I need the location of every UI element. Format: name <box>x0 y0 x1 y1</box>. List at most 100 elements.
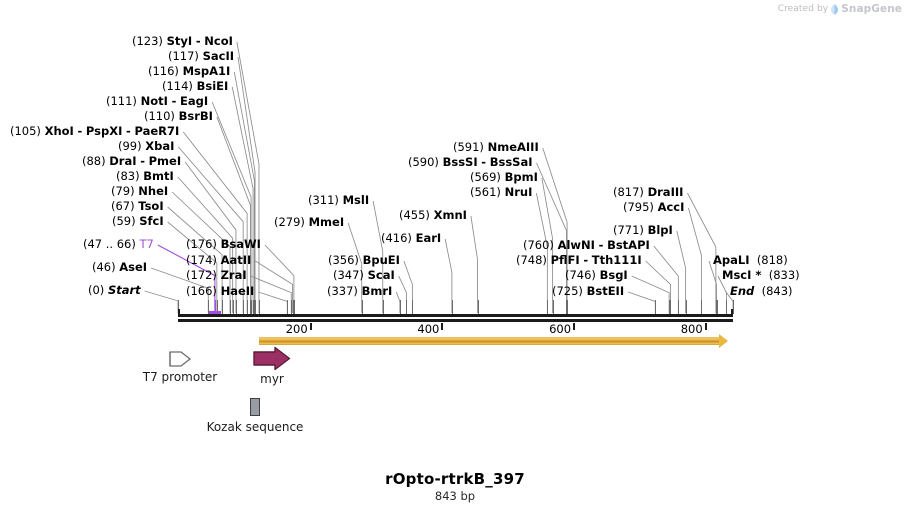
enzyme-label-nhei[interactable]: (79) NheI <box>111 185 168 197</box>
enzyme-label-blpi[interactable]: (771) BlpI <box>613 224 673 236</box>
enzyme-label-tsoi[interactable]: (67) TsoI <box>111 200 164 212</box>
enzyme-label-bpmi[interactable]: (569) BpmI <box>470 171 538 183</box>
watermark-brand: SnapGene <box>841 3 902 15</box>
terminus-label-end[interactable]: End (843) <box>730 285 793 297</box>
enzyme-label-bmri[interactable]: (337) BmrI <box>327 285 392 297</box>
enzyme-label-bmti[interactable]: (83) BmtI <box>116 170 174 182</box>
label-position: (561) <box>470 185 501 199</box>
site-mark <box>477 300 479 314</box>
ruler-tick-label-200: 200 <box>285 322 308 336</box>
enzyme-label-asei[interactable]: (46) AseI <box>92 261 147 273</box>
enzyme-label-xhoi[interactable]: (105) XhoI - PspXI - PaeR7I <box>10 125 179 137</box>
enzyme-label-bsrbi[interactable]: (110) BsrBI <box>144 110 213 122</box>
site-mark <box>701 300 703 314</box>
label-position: (311) <box>308 193 339 207</box>
enzyme-label-sfci[interactable]: (59) SfcI <box>112 215 164 227</box>
site-mark <box>253 300 255 314</box>
site-mark <box>733 300 734 314</box>
label-position: (176) <box>186 237 217 251</box>
enzyme-label-xbai[interactable]: (99) XbaI <box>118 140 174 152</box>
site-mark <box>243 300 245 314</box>
site-mark <box>247 300 249 314</box>
enzyme-label-msli[interactable]: (311) MslI <box>308 194 369 206</box>
label-position: (46) <box>92 260 116 274</box>
site-mark <box>566 300 568 314</box>
enzyme-label-bsiei[interactable]: (114) BsiEI <box>162 80 228 92</box>
site-mark <box>412 300 414 314</box>
label-separator-2: - <box>126 124 131 138</box>
label-position: (748) <box>516 253 547 267</box>
label-name: ScaI <box>367 268 395 282</box>
enzyme-label-draiii[interactable]: (817) DraIII <box>613 186 683 198</box>
enzyme-label-zrai[interactable]: (172) ZraI <box>186 269 247 281</box>
label-position: (114) <box>162 79 193 93</box>
enzyme-label-bsssi[interactable]: (590) BssSI - BssSaI <box>408 156 533 168</box>
label-position: (88) <box>82 154 106 168</box>
terminus-label-apali[interactable]: ApaLI (818) <box>713 254 788 266</box>
label-position: (455) <box>399 208 430 222</box>
site-mark <box>451 300 453 314</box>
label-name: BpuEI <box>362 253 400 267</box>
enzyme-label-mmei[interactable]: (279) MmeI <box>274 216 344 228</box>
enzyme-label-bpuei[interactable]: (356) BpuEI <box>328 254 400 266</box>
enzyme-label-acci[interactable]: (795) AccI <box>623 201 684 213</box>
label-position: (279) <box>274 215 305 229</box>
enzyme-label-nrui[interactable]: (561) NruI <box>470 186 532 198</box>
label-position: (83) <box>116 169 140 183</box>
enzyme-label-styi[interactable]: (123) StyI - NcoI <box>132 35 233 47</box>
label-name: BlpI <box>647 223 673 237</box>
label-separator: - <box>598 238 604 252</box>
label-name: XbaI <box>145 139 175 153</box>
label-position: (99) <box>118 139 142 153</box>
enzyme-label-alwni[interactable]: (760) AlwNI - BstAPI <box>523 239 650 251</box>
leader-line <box>144 290 179 313</box>
enzyme-label-sacii[interactable]: (117) SacII <box>168 50 234 62</box>
enzyme-label-noti[interactable]: (111) NotI - EagI <box>106 95 208 107</box>
sequence-ruler[interactable]: 200 400 600 800 <box>178 300 734 336</box>
feature-myr[interactable]: myr <box>230 346 314 386</box>
label-position: (67) <box>111 199 135 213</box>
enzyme-label-bsawi[interactable]: (176) BsaWI <box>186 238 261 250</box>
enzyme-label-pflfi[interactable]: (748) PflFI - Tth111I <box>516 254 642 266</box>
label-position: (725) <box>552 284 583 298</box>
label-position: (795) <box>623 200 654 214</box>
site-mark <box>292 300 294 314</box>
enzyme-label-eari[interactable]: (416) EarI <box>381 232 441 244</box>
enzyme-label-scai[interactable]: (347) ScaI <box>333 269 395 281</box>
site-mark <box>399 300 401 314</box>
site-mark <box>678 300 680 314</box>
feature-label-kozak: Kozak sequence <box>206 420 304 434</box>
label-name: StyI <box>166 34 193 48</box>
label-name: BssSI <box>442 155 478 169</box>
label-name: BsiEI <box>196 79 229 93</box>
site-mark <box>726 300 728 314</box>
label-name: NruI <box>504 185 533 199</box>
enzyme-label-haeii[interactable]: (166) HaeII <box>186 285 254 297</box>
enzyme-label-nmeaiii[interactable]: (591) NmeAIII <box>453 141 539 153</box>
feature-label-t7-promoter: T7 promoter <box>142 370 218 384</box>
feature-t7-promoter[interactable]: T7 promoter <box>138 348 222 384</box>
site-mark <box>258 300 260 314</box>
label-position: (347) <box>333 268 364 282</box>
enzyme-label-bsgi[interactable]: (746) BsgI <box>565 269 628 281</box>
label-name: AccI <box>657 200 685 214</box>
label-name: AatII <box>220 253 252 267</box>
enzyme-label-t7[interactable]: (47 .. 66) T7 <box>83 238 154 250</box>
enzyme-label-mspa1i[interactable]: (116) MspA1I <box>148 65 230 77</box>
feature-kozak-sequence[interactable]: Kozak sequence <box>204 398 306 434</box>
enzyme-label-start[interactable]: (0) Start <box>88 284 141 296</box>
enzyme-label-bsteii[interactable]: (725) BstEII <box>552 285 624 297</box>
label-separator: - <box>140 154 145 168</box>
enzyme-label-aatii[interactable]: (174) AatII <box>186 254 251 266</box>
label-name: EarI <box>415 231 442 245</box>
site-mark <box>361 300 363 314</box>
enzyme-label-drai[interactable]: (88) DraI - PmeI <box>82 155 181 167</box>
label-separator: - <box>77 124 83 138</box>
terminus-label-msci-[interactable]: MscI * (833) <box>722 269 800 281</box>
enzyme-label-xmni[interactable]: (455) XmnI <box>399 209 467 221</box>
orf-arrowhead-icon <box>719 334 729 348</box>
site-mark <box>254 300 256 314</box>
label-name: ApaLI <box>713 253 750 267</box>
label-position: (117) <box>168 49 199 63</box>
label-position: (569) <box>470 170 501 184</box>
